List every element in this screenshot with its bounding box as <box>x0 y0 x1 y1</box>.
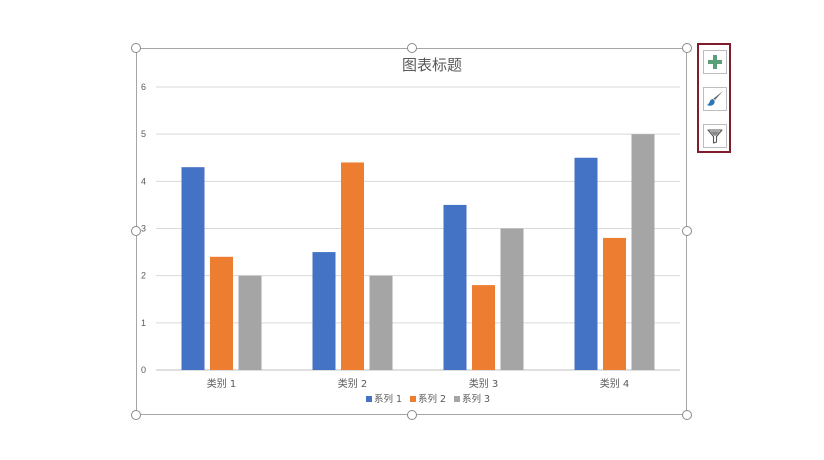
bar-series-2 <box>341 162 364 370</box>
y-tick-label: 6 <box>141 82 146 92</box>
legend-swatch <box>410 396 416 402</box>
bar-series-2 <box>210 256 233 370</box>
y-tick-label: 1 <box>141 318 146 328</box>
chart-title: 图表标题 <box>402 56 462 74</box>
resize-handle-middle-right[interactable] <box>682 226 692 236</box>
brush-icon <box>707 91 723 106</box>
chart-elements-button[interactable] <box>703 50 727 74</box>
y-tick-label: 4 <box>141 176 146 186</box>
bar-series-1 <box>574 157 598 370</box>
funnel-icon <box>707 129 723 144</box>
bar-series-3 <box>500 228 524 370</box>
bar-series-1 <box>181 167 205 370</box>
y-tick-label: 5 <box>141 129 146 139</box>
bar-series-2 <box>472 285 495 370</box>
chart-canvas: 图表标题 0 1 2 3 4 5 6 类别 1 类别 2 类别 3 类别 4 系列 1 系列 2 系列 3 <box>141 56 680 405</box>
legend-label: 系列 1 <box>374 393 402 405</box>
bar-series-3 <box>238 275 262 370</box>
x-tick-label: 类别 1 <box>207 377 237 390</box>
legend-swatch <box>454 396 460 402</box>
resize-handle-top-center[interactable] <box>407 43 417 53</box>
x-tick-label: 类别 4 <box>600 377 630 390</box>
bar-series-1 <box>443 204 467 370</box>
resize-handle-middle-left[interactable] <box>131 226 141 236</box>
resize-handle-bottom-left[interactable] <box>131 410 141 420</box>
resize-handle-bottom-center[interactable] <box>407 410 417 420</box>
chart-styles-button[interactable] <box>703 87 727 111</box>
resize-handle-top-right[interactable] <box>682 43 692 53</box>
legend-label: 系列 3 <box>462 393 490 405</box>
bar-series-1 <box>312 252 336 370</box>
legend-swatch <box>366 396 372 402</box>
x-tick-label: 类别 3 <box>469 377 499 390</box>
chart-filters-button[interactable] <box>703 124 727 148</box>
y-tick-label: 2 <box>141 271 146 281</box>
bar-series-3 <box>369 275 393 370</box>
legend-label: 系列 2 <box>418 393 446 405</box>
chart-area[interactable]: 图表标题 0 1 2 3 4 5 6 类别 1 类别 2 类别 3 类别 4 系列 1 系列 2 系列 3 <box>136 48 687 415</box>
bar-series-2 <box>603 237 626 370</box>
x-tick-label: 类别 2 <box>338 377 368 390</box>
y-tick-label: 3 <box>141 224 146 234</box>
y-tick-label: 0 <box>141 365 146 375</box>
resize-handle-bottom-right[interactable] <box>682 410 692 420</box>
chart-tools-panel <box>697 43 731 153</box>
bar-series-3 <box>631 134 655 370</box>
plus-icon <box>708 55 722 69</box>
resize-handle-top-left[interactable] <box>131 43 141 53</box>
